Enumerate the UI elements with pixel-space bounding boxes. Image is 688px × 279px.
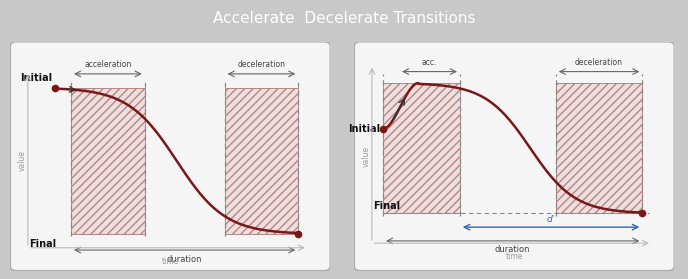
Bar xyxy=(383,83,460,213)
Text: deceleration: deceleration xyxy=(237,60,286,69)
Text: Initial: Initial xyxy=(348,124,380,134)
Text: duration: duration xyxy=(495,246,530,254)
Text: Final: Final xyxy=(30,239,56,249)
Text: time: time xyxy=(506,252,523,261)
Text: duration: duration xyxy=(167,255,202,264)
FancyBboxPatch shape xyxy=(354,42,674,271)
Text: Initial: Initial xyxy=(20,73,52,83)
FancyBboxPatch shape xyxy=(10,42,330,271)
Text: time: time xyxy=(162,257,179,266)
Text: acceleration: acceleration xyxy=(84,60,131,69)
Text: value: value xyxy=(18,150,27,171)
Bar xyxy=(225,88,299,234)
Text: Final: Final xyxy=(374,201,400,211)
Text: Accelerate  Decelerate Transitions: Accelerate Decelerate Transitions xyxy=(213,11,475,26)
Text: d': d' xyxy=(547,215,555,224)
Bar xyxy=(71,88,144,234)
Text: acc.: acc. xyxy=(422,58,437,67)
Text: value: value xyxy=(362,146,371,167)
Text: deceleration: deceleration xyxy=(575,58,623,67)
Bar xyxy=(556,83,643,213)
